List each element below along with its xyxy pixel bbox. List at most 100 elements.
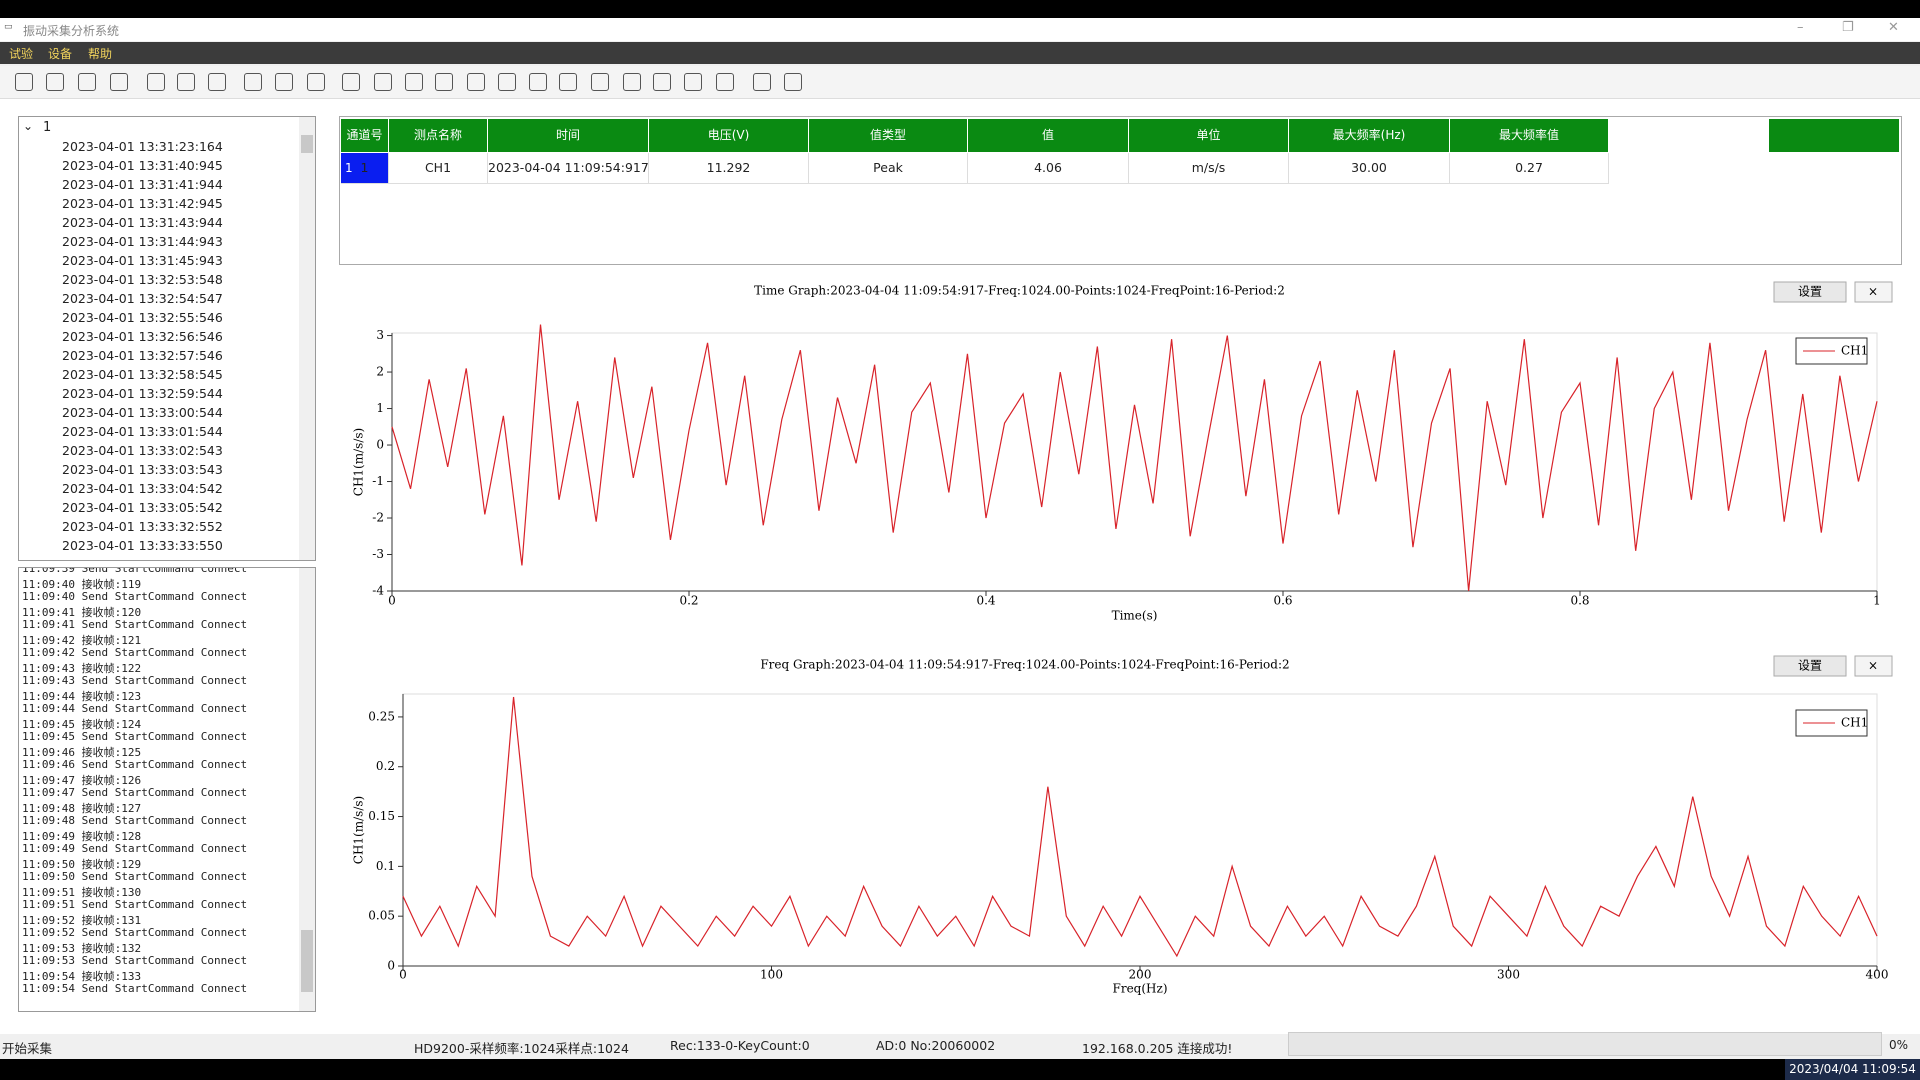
log-scrollbar[interactable] bbox=[299, 568, 315, 1011]
toolbar-button[interactable] bbox=[622, 73, 641, 91]
tree-item[interactable]: 2023-04-01 13:31:42:945 bbox=[62, 196, 223, 211]
log-line: 11:09:46 Send StartCommand Connect bbox=[22, 758, 248, 771]
tree-expander[interactable]: ⌄ bbox=[23, 119, 34, 133]
series-line bbox=[391, 324, 1878, 592]
close-button-label[interactable]: × bbox=[1868, 659, 1878, 673]
row-header[interactable]: 1 bbox=[341, 153, 388, 183]
tree-item[interactable]: 2023-04-01 13:32:58:545 bbox=[62, 367, 223, 382]
log-line: 11:09:51 接收帧:130 bbox=[22, 886, 142, 899]
tree-item[interactable]: 2023-04-01 13:31:44:943 bbox=[62, 234, 223, 249]
y-tick-label: 0 bbox=[376, 438, 384, 452]
x-tick-label: 0 bbox=[388, 594, 396, 608]
toolbar-button[interactable] bbox=[306, 73, 325, 91]
toolbar-button[interactable] bbox=[275, 73, 294, 91]
close-button-label[interactable]: × bbox=[1868, 285, 1878, 299]
column-header[interactable]: 测点名称 bbox=[389, 119, 487, 152]
tree-item[interactable]: 2023-04-01 13:32:54:547 bbox=[62, 291, 223, 306]
tree-item[interactable]: 2023-04-01 13:32:56:546 bbox=[62, 329, 223, 344]
column-header[interactable]: 单位 bbox=[1129, 119, 1288, 152]
column-header[interactable]: 通道号 bbox=[341, 119, 388, 152]
toolbar-button[interactable] bbox=[404, 73, 423, 91]
y-tick-label: -3 bbox=[372, 547, 384, 561]
toolbar-button[interactable] bbox=[528, 73, 547, 91]
minimize-button[interactable]: – bbox=[1797, 20, 1804, 35]
tree-item[interactable]: 2023-04-01 13:31:40:945 bbox=[62, 158, 223, 173]
x-tick-label: 200 bbox=[1129, 968, 1152, 982]
toolbar bbox=[0, 66, 1920, 99]
log-line: 11:09:41 Send StartCommand Connect bbox=[22, 618, 248, 631]
toolbar-button[interactable] bbox=[435, 73, 454, 91]
toolbar-button[interactable] bbox=[784, 73, 803, 91]
tree-item[interactable]: 2023-04-01 13:31:43:944 bbox=[62, 215, 223, 230]
settings-button-label[interactable]: 设置 bbox=[1798, 659, 1822, 673]
restore-button[interactable]: ❐ bbox=[1842, 20, 1854, 35]
scroll-thumb[interactable] bbox=[301, 135, 313, 153]
tree-item[interactable]: 2023-04-01 13:33:04:542 bbox=[62, 481, 223, 496]
toolbar-button[interactable] bbox=[467, 73, 486, 91]
tree-item[interactable]: 2023-04-01 13:33:33:550 bbox=[62, 538, 223, 553]
menu-item[interactable]: 试验 bbox=[9, 47, 34, 61]
y-tick-label: -4 bbox=[372, 584, 384, 598]
toolbar-button[interactable] bbox=[77, 73, 96, 91]
close-window-button[interactable]: ✕ bbox=[1888, 20, 1899, 35]
toolbar-button[interactable] bbox=[146, 73, 165, 91]
tree-item[interactable]: 2023-04-01 13:32:57:546 bbox=[62, 348, 223, 363]
scroll-thumb[interactable] bbox=[301, 930, 313, 992]
toolbar-button[interactable] bbox=[591, 73, 609, 91]
log-line: 11:09:39 Send StartCommand Connect bbox=[22, 567, 248, 575]
tree-item[interactable]: 2023-04-01 13:32:59:544 bbox=[62, 386, 223, 401]
column-header[interactable]: 时间 bbox=[488, 119, 648, 152]
tree-item[interactable]: 2023-04-01 13:32:53:548 bbox=[62, 272, 223, 287]
column-header[interactable]: 最大频率值 bbox=[1450, 119, 1608, 152]
tree-item[interactable]: 2023-04-01 13:31:41:944 bbox=[62, 177, 223, 192]
tree-item[interactable]: 2023-04-01 13:33:05:542 bbox=[62, 500, 223, 515]
settings-button[interactable] bbox=[1773, 655, 1847, 677]
taskbar: 2023/04/04 11:09:54 bbox=[0, 1059, 1920, 1080]
tree-item[interactable]: 2023-04-01 13:33:32:552 bbox=[62, 519, 223, 534]
toolbar-button[interactable] bbox=[177, 73, 196, 91]
plot-frame bbox=[402, 693, 1878, 967]
window-title: 振动采集分析系统 bbox=[23, 24, 120, 38]
tree-scrollbar[interactable] bbox=[299, 117, 315, 560]
toolbar-button[interactable] bbox=[244, 73, 263, 91]
y-tick-label: 0.2 bbox=[376, 759, 395, 773]
menu-item[interactable]: 帮助 bbox=[88, 47, 113, 61]
column-header[interactable]: 最大频率(Hz) bbox=[1289, 119, 1449, 152]
log-line: 11:09:49 接收帧:128 bbox=[22, 830, 142, 843]
toolbar-button[interactable] bbox=[15, 73, 34, 91]
table-cell: 11.292 bbox=[649, 153, 809, 184]
toolbar-button[interactable] bbox=[653, 73, 672, 91]
x-tick-label: 100 bbox=[760, 968, 783, 982]
toolbar-button[interactable] bbox=[374, 73, 393, 91]
toolbar-button[interactable] bbox=[497, 73, 516, 91]
tree-item[interactable]: 2023-04-01 13:31:23:164 bbox=[62, 139, 223, 154]
tree-item[interactable]: 2023-04-01 13:33:02:543 bbox=[62, 443, 223, 458]
column-header[interactable]: 电压(V) bbox=[649, 119, 808, 152]
close-button[interactable] bbox=[1854, 655, 1893, 677]
settings-button-label[interactable]: 设置 bbox=[1798, 285, 1822, 299]
toolbar-button[interactable] bbox=[46, 73, 65, 91]
tree-item[interactable]: 2023-04-01 13:32:55:546 bbox=[62, 310, 223, 325]
tree-item[interactable]: 2023-04-01 13:31:45:943 bbox=[62, 253, 223, 268]
tree-item[interactable]: 2023-04-01 13:33:03:543 bbox=[62, 462, 223, 477]
toolbar-button[interactable] bbox=[207, 73, 226, 91]
tree-root[interactable]: 1 bbox=[43, 120, 52, 135]
settings-button[interactable] bbox=[1773, 281, 1847, 303]
x-tick-label: 0.4 bbox=[976, 594, 995, 608]
toolbar-button[interactable] bbox=[342, 73, 361, 91]
toolbar-button[interactable] bbox=[752, 73, 771, 91]
toolbar-button[interactable] bbox=[684, 73, 703, 91]
log-line: 11:09:52 Send StartCommand Connect bbox=[22, 926, 248, 939]
toolbar-button[interactable] bbox=[109, 73, 128, 91]
tree-item[interactable]: 2023-04-01 13:33:00:544 bbox=[62, 405, 223, 420]
tree-item[interactable]: 2023-04-01 13:33:01:544 bbox=[62, 424, 223, 439]
column-header[interactable]: 值类型 bbox=[809, 119, 967, 152]
log-line: 11:09:47 Send StartCommand Connect bbox=[22, 786, 248, 799]
close-button[interactable] bbox=[1854, 281, 1893, 303]
log-line: 11:09:41 接收帧:120 bbox=[22, 606, 142, 619]
status-bar: 开始采集 HD9200-采样频率:1024采样点:1024 Rec:133-0-Ke… bbox=[0, 1032, 1920, 1059]
toolbar-button[interactable] bbox=[715, 73, 734, 91]
toolbar-button[interactable] bbox=[559, 73, 578, 91]
menu-item[interactable]: 设备 bbox=[48, 47, 73, 61]
column-header[interactable]: 值 bbox=[968, 119, 1128, 152]
